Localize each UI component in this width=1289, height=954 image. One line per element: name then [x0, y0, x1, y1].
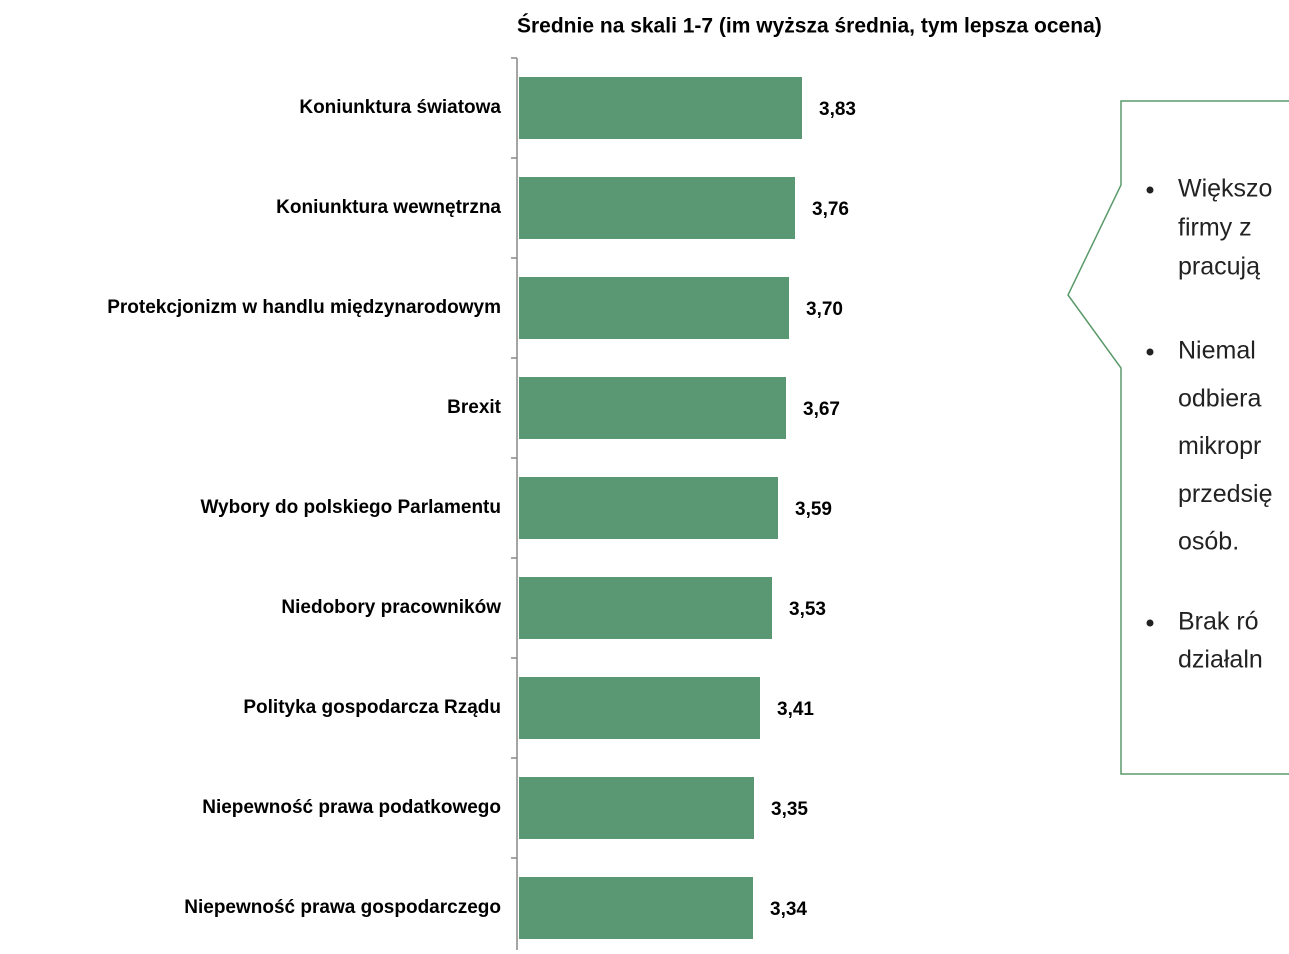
callout-text: działaln — [1178, 646, 1263, 674]
bar — [519, 377, 786, 439]
callout-text: Brak ró — [1178, 608, 1259, 636]
bar — [519, 477, 778, 539]
callout-text: firmy z — [1178, 214, 1252, 242]
callout-text: Niemal — [1178, 337, 1256, 365]
category-label: Protekcjonizm w handlu międzynarodowym — [107, 297, 501, 318]
callout-text: osób. — [1178, 528, 1239, 556]
category-label: Koniunktura wewnętrzna — [276, 197, 501, 218]
category-label: Wybory do polskiego Parlamentu — [200, 497, 501, 518]
value-label: 3,67 — [803, 399, 840, 420]
callout-text: przedsię — [1178, 480, 1273, 508]
callout-text: mikropr — [1178, 432, 1261, 460]
bullet — [1146, 348, 1154, 356]
bar — [519, 877, 753, 939]
category-label: Polityka gospodarcza Rządu — [243, 697, 501, 718]
chart-title: Średnie na skali 1-7 (im wyższa średnia,… — [517, 14, 1102, 38]
value-label: 3,53 — [789, 599, 826, 620]
bullet — [1146, 186, 1154, 194]
value-label: 3,76 — [812, 199, 849, 220]
category-label: Brexit — [447, 397, 502, 418]
callout-box — [1067, 100, 1289, 775]
category-label: Niedobory pracowników — [281, 597, 501, 618]
callout-text: odbiera — [1178, 384, 1261, 412]
value-label: 3,70 — [806, 299, 843, 320]
category-label: Koniunktura światowa — [299, 97, 501, 118]
value-label: 3,41 — [777, 699, 814, 720]
bar — [519, 677, 760, 739]
bar — [519, 577, 772, 639]
category-label: Niepewność prawa podatkowego — [202, 797, 501, 818]
bullet — [1146, 619, 1154, 627]
bar — [519, 177, 795, 239]
value-label: 3,83 — [819, 99, 856, 120]
category-label: Niepewność prawa gospodarczego — [184, 897, 501, 918]
callout-text: Większo — [1178, 175, 1272, 203]
callout-text: pracują — [1178, 253, 1260, 281]
value-label: 3,35 — [771, 799, 808, 820]
bar — [519, 77, 802, 139]
bar — [519, 277, 789, 339]
value-label: 3,59 — [795, 499, 832, 520]
bar — [519, 777, 754, 839]
value-label: 3,34 — [770, 899, 807, 920]
